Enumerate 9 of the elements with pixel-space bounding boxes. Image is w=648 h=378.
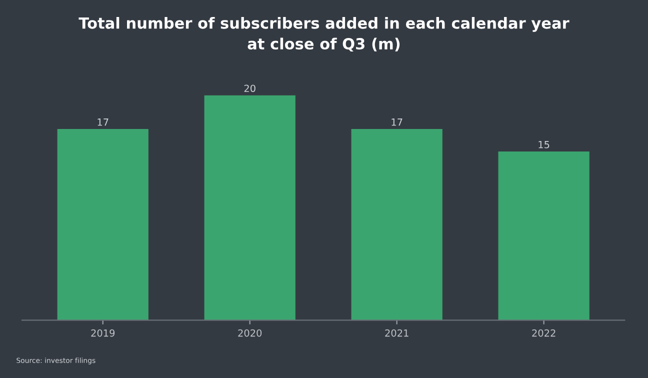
x-tick-label: 2019 bbox=[91, 329, 115, 337]
data-label: 20 bbox=[244, 84, 256, 92]
x-tick-label: 2020 bbox=[238, 329, 262, 337]
data-label: 17 bbox=[98, 118, 108, 126]
chart-title: Total number of subscribers added in each calendar year at close of Q3 (m) bbox=[78, 17, 570, 52]
x-tick-label: 2022 bbox=[532, 329, 556, 337]
data-label: 15 bbox=[538, 141, 550, 148]
x-tick-label: 2021 bbox=[385, 329, 408, 337]
data-label: 17 bbox=[392, 118, 402, 126]
